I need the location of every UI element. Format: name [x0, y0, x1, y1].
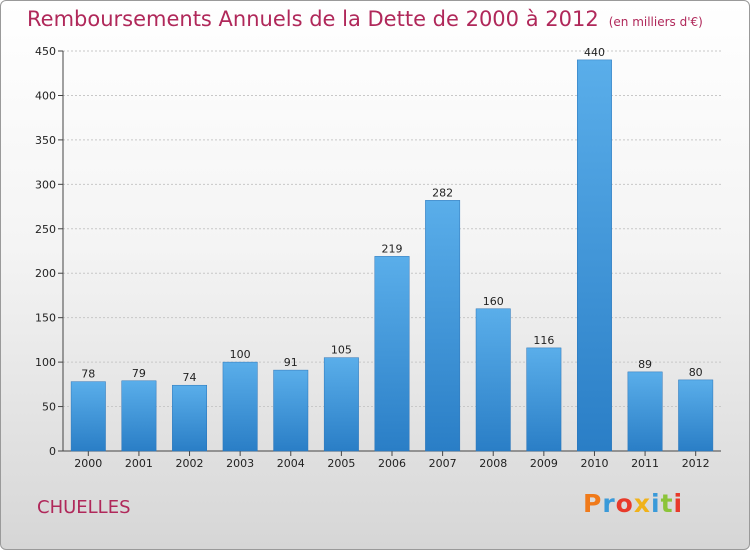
- bar-2008: [475, 308, 511, 452]
- data-label-2005: 105: [331, 344, 352, 357]
- bar-2006: [374, 256, 410, 452]
- x-tick-label-2004: 2004: [277, 457, 305, 470]
- logo-letter: o: [615, 489, 634, 518]
- y-tick-label: 50: [42, 401, 56, 414]
- y-tick-label: 400: [35, 89, 56, 102]
- bar-2012: [678, 379, 714, 452]
- data-label-2010: 440: [584, 46, 605, 59]
- data-label-2002: 74: [183, 371, 197, 384]
- logo-letter: t: [660, 489, 674, 518]
- bar-2002: [172, 384, 207, 452]
- bars: [70, 59, 714, 452]
- chart-title: Remboursements Annuels de la Dette de 20…: [27, 7, 703, 31]
- proxiti-logo: Proxiti: [583, 489, 683, 518]
- chart-unit-note: (en milliers d'€): [608, 15, 703, 29]
- y-tick-label: 0: [49, 445, 56, 458]
- logo-letter: r: [602, 489, 616, 518]
- data-label-2008: 160: [483, 295, 504, 308]
- x-tick-label-2006: 2006: [378, 457, 406, 470]
- y-tick-label: 300: [35, 178, 56, 191]
- bar-2009: [526, 347, 562, 452]
- bar-2003: [222, 361, 258, 452]
- bar-2011: [627, 371, 663, 452]
- x-tick-label-2011: 2011: [631, 457, 659, 470]
- data-label-2007: 282: [432, 186, 453, 199]
- x-tick-label-2008: 2008: [479, 457, 507, 470]
- data-label-2004: 91: [284, 356, 298, 369]
- x-tick-label-2009: 2009: [530, 457, 558, 470]
- x-tick-label-2005: 2005: [327, 457, 355, 470]
- x-tick-label-2007: 2007: [429, 457, 457, 470]
- logo-letter: i: [673, 489, 684, 518]
- data-label-2009: 116: [533, 334, 554, 347]
- logo-letter: i: [651, 489, 661, 518]
- y-tick-label: 200: [35, 267, 56, 280]
- bar-2007: [425, 200, 461, 452]
- x-tick-label-2010: 2010: [580, 457, 608, 470]
- data-label-2011: 89: [638, 358, 652, 371]
- bar-2005: [323, 357, 359, 452]
- data-label-2006: 219: [382, 242, 403, 255]
- data-label-2012: 80: [689, 366, 703, 379]
- logo-letter: P: [583, 489, 603, 518]
- bar-2000: [70, 381, 106, 452]
- data-label-2001: 79: [132, 367, 146, 380]
- commune-name: CHUELLES: [37, 497, 131, 518]
- y-tick-label: 350: [35, 134, 56, 147]
- x-tick-label-2001: 2001: [125, 457, 153, 470]
- x-tick-label-2003: 2003: [226, 457, 254, 470]
- chart-title-text: Remboursements Annuels de la Dette de 20…: [27, 7, 599, 31]
- y-tick-label: 250: [35, 223, 56, 236]
- y-tick-label: 450: [35, 45, 56, 58]
- x-tick-label-2002: 2002: [176, 457, 204, 470]
- data-label-2000: 78: [81, 368, 95, 381]
- y-tick-label: 150: [35, 312, 56, 325]
- x-tick-label-2000: 2000: [74, 457, 102, 470]
- bar-2001: [121, 380, 157, 452]
- bar-2010: [577, 59, 612, 452]
- bar-2004: [273, 369, 309, 452]
- data-label-2003: 100: [230, 348, 251, 361]
- labels: 0 50 100 150 200 250 300 350 400 450 2000 78 2001 79 2…: [35, 45, 710, 470]
- x-tick-label-2012: 2012: [682, 457, 710, 470]
- y-tick-label: 100: [35, 356, 56, 369]
- logo-letter: x: [633, 489, 651, 518]
